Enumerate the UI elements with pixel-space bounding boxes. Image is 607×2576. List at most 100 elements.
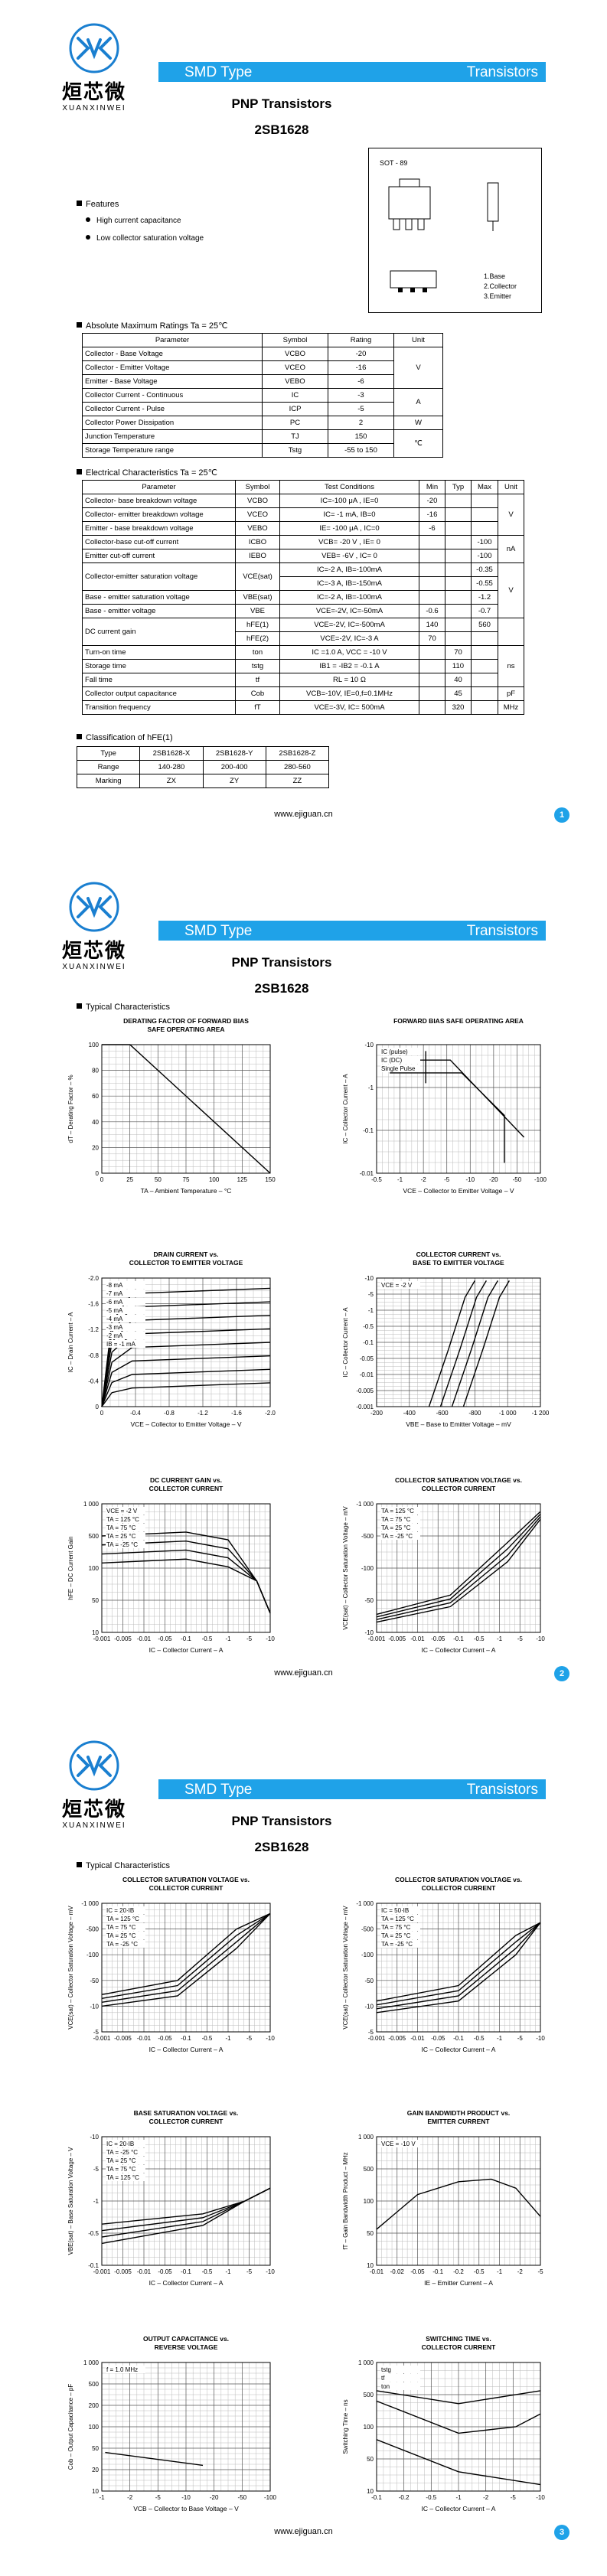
graph: COLLECTOR SATURATION VOLTAGE vs.COLLECTO… [342, 1476, 545, 1654]
graph-note: TA = 25 °C [381, 1932, 411, 1939]
y-axis-label: IC – Collector Current – A [342, 1307, 349, 1378]
column-header: Unit [393, 333, 443, 347]
header-row: Parameter Symbol Test Conditions Min Typ Max U… [82, 480, 524, 494]
note-backdrop [380, 2140, 420, 2147]
pin-label: 1.Base [484, 272, 505, 280]
x-axis-label: VCE – Collector to Emitter Voltage – V [403, 1187, 514, 1195]
x-axis-label: TA – Ambient Temperature – °C [141, 1187, 232, 1195]
graph-note: TA = 25 °C [106, 2157, 136, 2164]
table-cell: ICBO [235, 535, 280, 549]
x-axis-label: IC – Collector Current – A [149, 1646, 224, 1654]
table-cell: ZX [139, 774, 204, 788]
table-cell: Collector - Emitter Voltage [82, 360, 263, 375]
heading-bullet [77, 1862, 82, 1867]
x-tick-label: -0.05 [158, 2035, 172, 2042]
graph-title: GAIN BANDWIDTH PRODUCT vs. [407, 2109, 511, 2117]
heading-text: Features [86, 200, 119, 209]
table-cell: Base - emitter voltage [82, 604, 236, 618]
package-lead [405, 218, 413, 230]
y-tick-label: -500 [361, 1533, 374, 1540]
y-tick-label: -5 [93, 2029, 100, 2036]
note-backdrop [106, 1340, 145, 1348]
curve [101, 1912, 271, 1995]
page-number: 3 [554, 2525, 569, 2540]
x-tick-label: -0.01 [370, 2268, 384, 2275]
table-cell: VCE=-2V, IC=-3 A [279, 631, 419, 646]
y-tick-label: -0.5 [363, 1323, 374, 1330]
page: 烜芯微 XUANXINWEI SMD Type Transistors PNP Tran… [0, 0, 607, 859]
note-backdrop [106, 1323, 145, 1331]
x-tick-label: -200 [370, 1410, 383, 1417]
pin-label: 2.Collector [484, 282, 517, 290]
package-pad [423, 288, 427, 292]
x-axis-label: IC – Collector Current – A [149, 2046, 224, 2053]
x-tick-label: -0.005 [114, 2035, 132, 2042]
x-tick-label: -0.01 [137, 2268, 152, 2275]
y-tick-label: 100 [89, 1565, 100, 1572]
y-tick-label: 0 [96, 1404, 100, 1410]
graph-title: BASE TO EMITTER VOLTAGE [413, 1259, 504, 1267]
table-cell: Range [76, 760, 141, 774]
y-tick-label: 0 [96, 1170, 100, 1177]
table-cell: IC=-2 A, IB=-100mA [279, 562, 419, 577]
brand-chinese: 烜芯微 [61, 939, 126, 962]
y-tick-label: -1.6 [88, 1301, 99, 1308]
graph-note: TA = 125 °C [106, 1516, 139, 1523]
graph-note: TA = 75 °C [381, 1924, 411, 1931]
note-backdrop [106, 1932, 145, 1939]
y-tick-label: -0.4 [88, 1378, 99, 1384]
x-tick-label: -0.05 [158, 1635, 172, 1642]
band-right: Transistors [466, 64, 538, 80]
x-tick-label: -0.1 [453, 1635, 464, 1642]
note-backdrop [106, 2173, 145, 2181]
table-row: Base - emitter voltage VBE VCE=-2V, IC=-50… [82, 604, 524, 618]
pin-label: 3.Emitter [484, 292, 511, 300]
document-title: PNP Transistors [231, 955, 332, 970]
y-tick-label: -5 [93, 2166, 100, 2173]
x-tick-label: -5 [246, 2035, 253, 2042]
header-band: SMD Type Transistors [158, 921, 546, 941]
table-cell [445, 618, 472, 632]
graph-note: TA = -25 °C [381, 1941, 413, 1948]
logo-ring [69, 882, 119, 932]
table-cell: -1.2 [471, 590, 498, 605]
y-tick-label: 500 [364, 2166, 374, 2173]
x-tick-label: -1 200 [532, 1410, 550, 1417]
note-backdrop [106, 1507, 145, 1515]
y-tick-label: 80 [92, 1068, 99, 1074]
table-cell: pF [498, 686, 524, 701]
table-cell: RL = 10 Ω [279, 673, 419, 687]
x-tick-label: -0.001 [368, 2035, 386, 2042]
table-cell: TJ [262, 429, 328, 444]
y-tick-label: -1 000 [81, 1900, 99, 1907]
package-lead [393, 218, 400, 230]
curve [101, 2187, 271, 2245]
table-cell [471, 507, 498, 522]
package-tab [399, 178, 420, 187]
graph-note: TA = -25 °C [106, 1541, 138, 1548]
graph-title: BASE SATURATION VOLTAGE vs. [134, 2109, 239, 2117]
table-cell: VCEO [235, 507, 280, 522]
graph-note: TA = 125 °C [381, 1916, 414, 1922]
feature-text: High current capacitance [96, 217, 181, 225]
table-cell: IE= -100 μA , IC=0 [279, 521, 419, 536]
graph-title: DERATING FACTOR OF FORWARD BIAS [123, 1017, 249, 1025]
y-tick-label: 100 [89, 2424, 100, 2431]
x-tick-label: -0.001 [93, 1635, 111, 1642]
curve [105, 2451, 204, 2467]
table-cell [471, 686, 498, 701]
x-tick-label: -0.01 [410, 1635, 425, 1642]
table-cell: VCB=-10V, IE=0,f=0.1MHz [279, 686, 419, 701]
curve [101, 1315, 271, 1407]
graph-title: COLLECTOR CURRENT [422, 1884, 496, 1892]
footer-url: www.ejiguan.cn [274, 2527, 333, 2536]
x-tick-label: -1.2 [197, 1410, 208, 1417]
document-title: PNP Transistors [231, 1814, 332, 1828]
table-cell: VCEO [262, 360, 328, 375]
y-axis-label: Switching Time – ns [342, 2399, 349, 2454]
graph-note: tf [381, 2375, 385, 2382]
note-backdrop [106, 1315, 145, 1322]
x-tick-label: 0 [100, 1410, 104, 1417]
package-pad [410, 288, 415, 292]
